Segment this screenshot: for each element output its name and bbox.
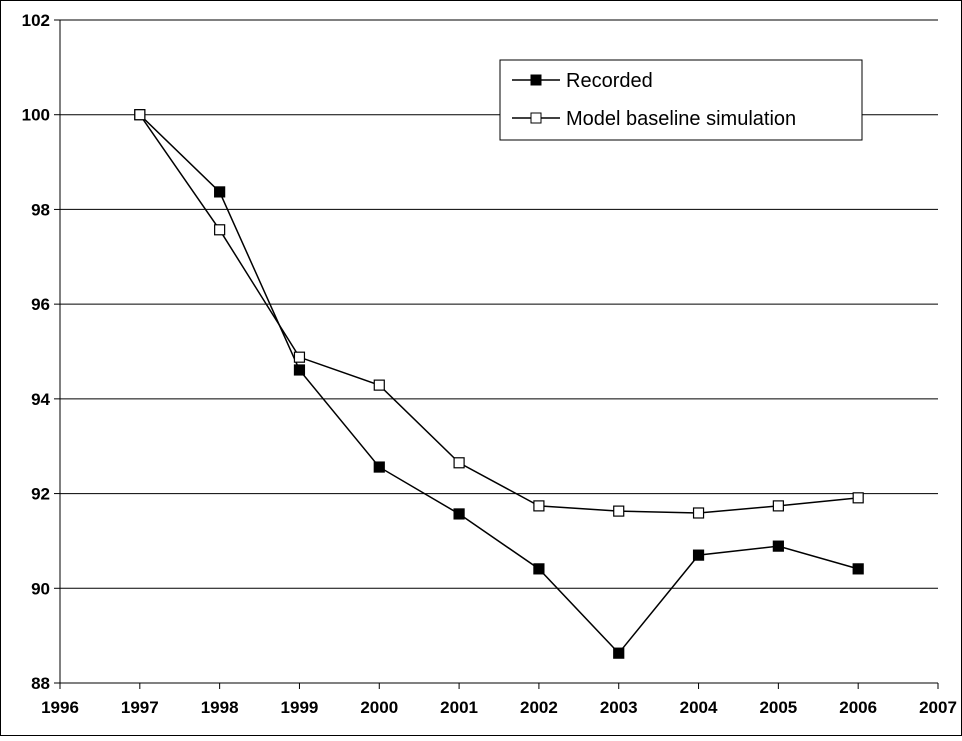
marker (692, 507, 705, 519)
legend-box (499, 59, 863, 141)
y-tick-label: 90 (31, 579, 50, 598)
marker (613, 647, 625, 659)
legend: Recorded Model baseline simulation (499, 59, 863, 141)
legend-label: Recorded (566, 70, 653, 92)
y-tick-label: 94 (31, 390, 50, 409)
x-tick-label: 2005 (759, 698, 797, 717)
legend-marker (530, 74, 542, 86)
marker (852, 563, 864, 575)
x-tick-label: 1996 (41, 698, 79, 717)
marker (533, 500, 545, 512)
marker (533, 563, 545, 575)
marker (453, 508, 465, 520)
x-tick-label: 2007 (919, 698, 957, 717)
marker (373, 379, 385, 391)
marker (453, 457, 465, 469)
marker (214, 224, 226, 236)
x-tick-label: 1997 (121, 698, 159, 717)
x-tick-label: 2002 (520, 698, 558, 717)
legend-label: Model baseline simulation (566, 108, 796, 130)
series (134, 109, 864, 519)
line (139, 114, 859, 514)
marker (214, 186, 226, 198)
series (134, 109, 864, 659)
x-tick-label: 2001 (440, 698, 478, 717)
marker (134, 109, 146, 121)
y-tick-label: 96 (31, 295, 50, 314)
x-tick-label: 2000 (360, 698, 398, 717)
marker (772, 540, 784, 552)
y-tick-label: 98 (31, 200, 50, 219)
line (139, 114, 859, 655)
y-tick-label: 88 (31, 674, 50, 693)
x-tick-label: 2006 (839, 698, 877, 717)
marker (293, 364, 306, 376)
y-tick-label: 102 (22, 11, 50, 30)
x-tick-label: 2004 (680, 698, 718, 717)
marker (293, 351, 306, 363)
marker (692, 549, 705, 561)
x-tick-label: 1998 (201, 698, 239, 717)
marker (772, 500, 784, 512)
marker (373, 461, 385, 473)
y-tick-label: 92 (31, 485, 50, 504)
legend-marker (530, 112, 542, 124)
x-tick-label: 1999 (281, 698, 319, 717)
x-tick-label: 2003 (600, 698, 638, 717)
marker (613, 505, 625, 517)
y-tick-label: 100 (22, 106, 50, 125)
marker (852, 492, 864, 504)
